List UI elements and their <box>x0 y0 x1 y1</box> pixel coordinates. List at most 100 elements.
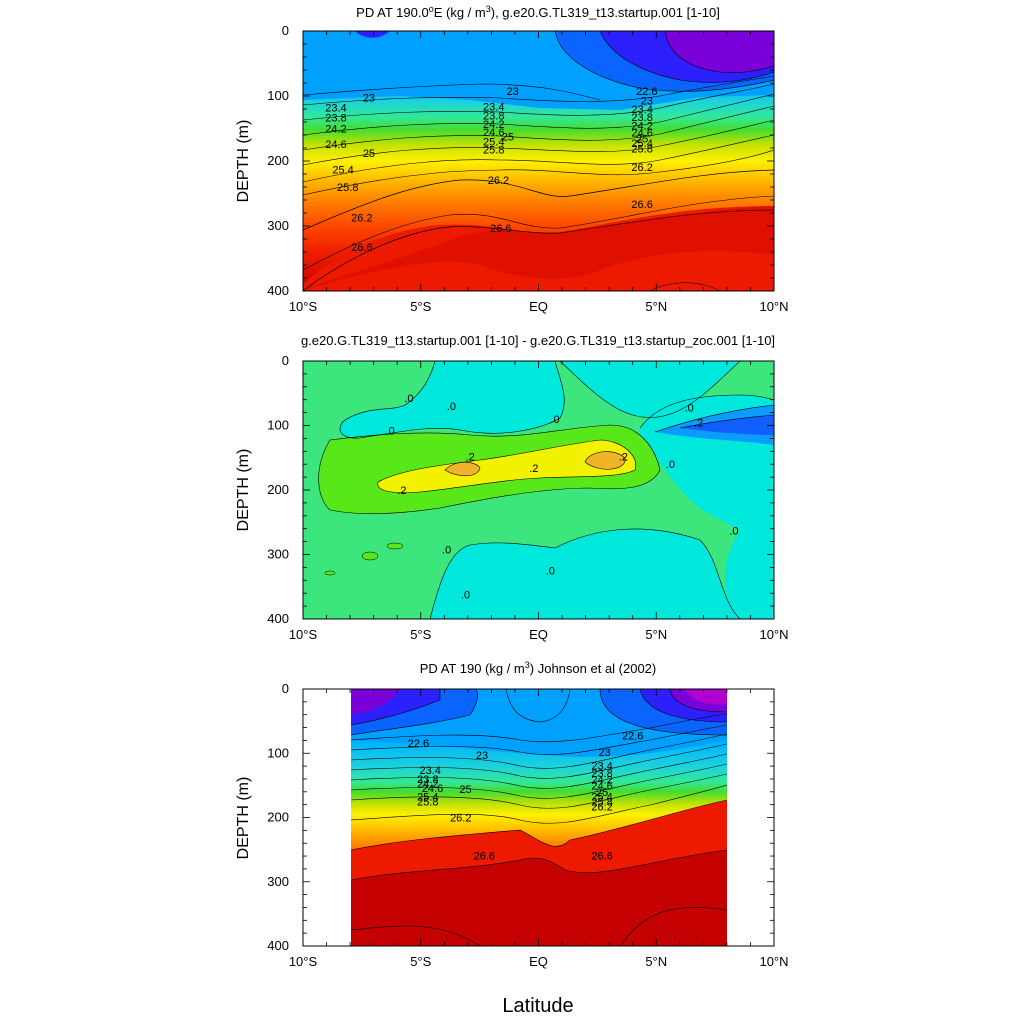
y-tick-label: 200 <box>267 482 289 497</box>
contour-label: 24.6 <box>422 783 443 795</box>
contour-label: .0 <box>546 566 555 578</box>
contour-label: 23.4 <box>325 103 346 115</box>
y-tick-label: 400 <box>267 283 289 298</box>
contour-label: .0 <box>386 426 395 438</box>
contour-label: 26.6 <box>591 850 612 862</box>
contour-label: 25.8 <box>337 182 358 194</box>
contour-label: .0 <box>442 544 451 556</box>
contour-label: .0 <box>550 414 559 426</box>
panel-2-axes: 10°S 5°S EQ 5°N 10°N 0 100 200 300 400 <box>267 353 788 642</box>
x-tick-label: 10°S <box>289 299 318 314</box>
contour-label: .2 <box>466 451 475 463</box>
contour-label: 25 <box>596 787 608 799</box>
contour-label: 23 <box>641 96 653 108</box>
x-tick-label: EQ <box>529 954 548 969</box>
contour-label: 23.8 <box>325 112 346 124</box>
contour-label: 26.6 <box>631 199 652 211</box>
contour-label: 24.6 <box>591 780 612 792</box>
contour-label: 24.2 <box>325 124 346 136</box>
panel-3-axes: 10°S 5°S EQ 5°N 10°N 0 100 200 300 400 <box>267 681 788 969</box>
x-axis-label: Latitude <box>502 995 573 1017</box>
x-tick-label: 5°N <box>645 627 667 642</box>
contour-label: .0 <box>666 459 675 471</box>
contour-label: 23 <box>363 92 375 104</box>
contour-label: 23 <box>506 86 518 98</box>
x-tick-label: 5°S <box>410 299 431 314</box>
panel-1: PD AT 190.0oE (kg / m3), g.e20.G.TL319_t… <box>235 4 789 314</box>
x-tick-label: 5°N <box>645 299 667 314</box>
y-tick-label: 400 <box>267 938 289 953</box>
contour-label: 24.6 <box>325 139 346 151</box>
contour-label: 26.6 <box>490 223 511 235</box>
contour-label: 25.4 <box>483 137 504 149</box>
contour-label: .0 <box>447 401 456 413</box>
x-tick-label: 10°N <box>759 299 788 314</box>
y-tick-label: 0 <box>282 23 289 38</box>
panel-1-field <box>303 31 774 291</box>
contour-label: 26.2 <box>488 175 509 187</box>
contour-label: 25.8 <box>417 796 438 808</box>
contour-label: .0 <box>404 393 413 405</box>
x-tick-label: 5°S <box>410 627 431 642</box>
contour-label: 25 <box>459 784 471 796</box>
contour-label: .2 <box>529 463 538 475</box>
contour-label: 24.2 <box>631 120 652 132</box>
panel-3: PD AT 190 (kg / m3) Johnson et al (2002) <box>235 660 789 969</box>
contour-label: 24.6 <box>631 127 652 139</box>
contour-label: 23.8 <box>631 112 652 124</box>
contour-label: .2 <box>397 485 406 497</box>
contour-label: 23.8 <box>591 768 612 780</box>
contour-label: 24.2 <box>591 775 612 787</box>
y-tick-label: 200 <box>267 810 289 825</box>
contour-label: 23.4 <box>591 760 612 772</box>
contour-label: 23.8 <box>417 774 438 786</box>
contour-label: 26.2 <box>631 162 652 174</box>
contour-label: 22.6 <box>636 86 657 98</box>
contour-label: .0 <box>729 526 738 538</box>
x-tick-label: 10°N <box>759 627 788 642</box>
panel-3-title: PD AT 190 (kg / m3) Johnson et al (2002) <box>420 660 657 676</box>
contour-label: 25 <box>636 133 648 145</box>
x-tick-label: 10°S <box>289 954 318 969</box>
contour-label: 23.4 <box>419 765 440 777</box>
x-tick-label: 10°N <box>759 954 788 969</box>
y-tick-label: 400 <box>267 611 289 626</box>
contour-label: .2 <box>694 417 703 429</box>
y-tick-label: 100 <box>267 418 289 433</box>
contour-label: 26.2 <box>591 802 612 814</box>
panel-2-field <box>303 361 774 619</box>
contour-label: 25.4 <box>417 791 438 803</box>
x-tick-label: 5°S <box>410 954 431 969</box>
panel-1-contour-labels: 2323.423.824.224.62525.425.826.226.62323… <box>325 86 657 254</box>
y-tick-label: 0 <box>282 681 289 696</box>
x-tick-label: 5°N <box>645 954 667 969</box>
y-tick-label: 0 <box>282 353 289 368</box>
y-tick-label: 300 <box>267 218 289 233</box>
y-tick-label: 100 <box>267 745 289 760</box>
contour-label: 23.8 <box>483 111 504 123</box>
contour-label: 25 <box>502 131 514 143</box>
panel-3-ylabel: DEPTH (m) <box>235 777 252 860</box>
contour-label: 23 <box>598 747 610 759</box>
y-tick-label: 200 <box>267 153 289 168</box>
panel-2-ylabel: DEPTH (m) <box>235 449 252 532</box>
contour-label: 24.2 <box>417 778 438 790</box>
contour-label: 26.6 <box>474 850 495 862</box>
contour-label: 25 <box>363 148 375 160</box>
panel-2: g.e20.G.TL319_t13.startup.001 [1-10] - g… <box>235 333 789 642</box>
contour-label: 26.2 <box>351 213 372 225</box>
panel-1-title: PD AT 190.0oE (kg / m3), g.e20.G.TL319_t… <box>356 4 720 20</box>
contour-label: 26.2 <box>450 813 471 825</box>
contour-label: 23 <box>476 750 488 762</box>
contour-label: 22.6 <box>622 730 643 742</box>
panel-1-ylabel: DEPTH (m) <box>235 120 252 203</box>
panel-3-field <box>351 689 727 946</box>
contour-label: 22.6 <box>408 738 429 750</box>
contour-label: .2 <box>619 451 628 463</box>
contour-label: 24.2 <box>483 119 504 131</box>
x-tick-label: EQ <box>529 627 548 642</box>
y-tick-label: 100 <box>267 88 289 103</box>
contour-label: 25.8 <box>483 144 504 156</box>
contour-label: 23.4 <box>483 101 504 113</box>
